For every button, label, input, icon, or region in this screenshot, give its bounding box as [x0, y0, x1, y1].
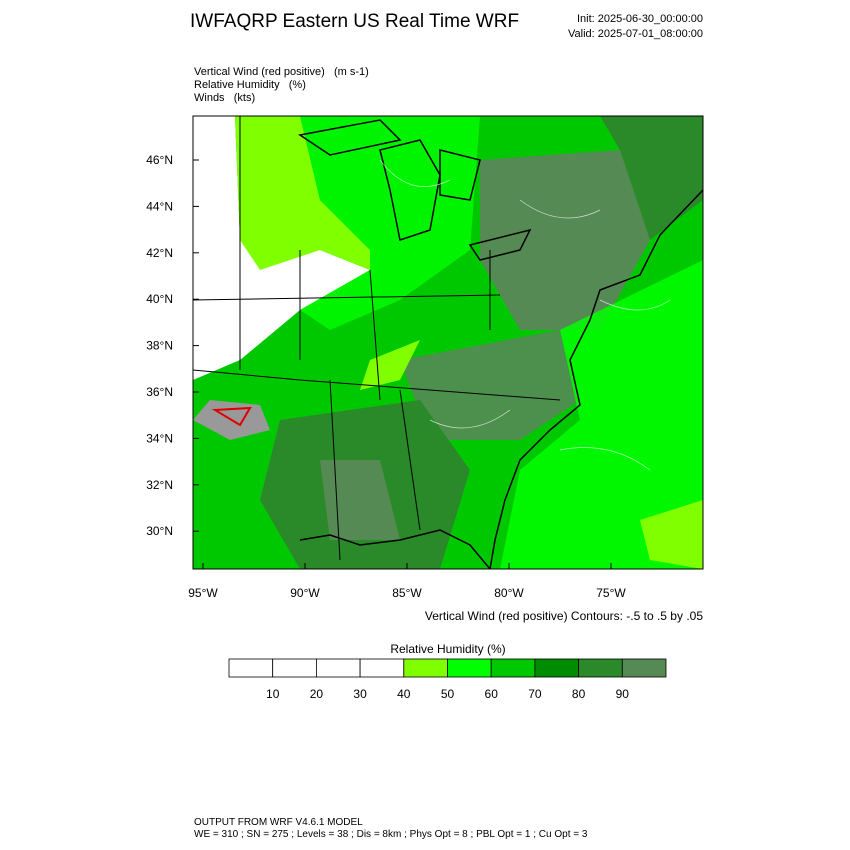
contour-note: Vertical Wind (red positive) Contours: -…: [425, 609, 703, 623]
colorbar-label: 80: [572, 687, 586, 701]
lon-label: 85°W: [392, 586, 422, 600]
colorbar-label: 30: [353, 687, 367, 701]
colorbar-title: Relative Humidity (%): [390, 642, 505, 656]
colorbar-box: [578, 658, 623, 678]
footer: WE = 310 ; SN = 275 ; Levels = 38 ; Dis …: [194, 829, 588, 840]
field-label: Vertical Wind (red positive) (m s-1): [194, 66, 369, 78]
colorbar-box: [490, 658, 536, 678]
lon-label: 75°W: [596, 586, 626, 600]
field-label: Relative Humidity (%): [194, 79, 306, 91]
lon-label: 95°W: [188, 586, 218, 600]
lat-label: 36°N: [146, 385, 173, 399]
colorbar-label: 70: [528, 687, 542, 701]
field-label: Winds (kts): [194, 92, 255, 104]
colorbar-label: 10: [266, 687, 280, 701]
map: [192, 115, 704, 570]
footer: OUTPUT FROM WRF V4.6.1 MODEL: [194, 817, 363, 828]
lat-label: 46°N: [146, 153, 173, 167]
lat-label: 38°N: [146, 339, 173, 353]
init-time: Init: 2025-06-30_00:00:00: [577, 13, 703, 25]
colorbar-box: [359, 658, 405, 678]
lat-label: 44°N: [146, 199, 173, 213]
colorbar-label: 50: [441, 687, 455, 701]
lat-label: 32°N: [146, 478, 173, 492]
colorbar-box: [403, 658, 448, 678]
valid-time: Valid: 2025-07-01_08:00:00: [568, 28, 703, 40]
colorbar-box: [534, 658, 580, 678]
colorbar-label: 60: [485, 687, 499, 701]
lat-label: 40°N: [146, 292, 173, 306]
lat-label: 34°N: [146, 431, 173, 445]
colorbar-box: [272, 658, 317, 678]
lon-label: 90°W: [290, 586, 320, 600]
colorbar-label: 90: [616, 687, 630, 701]
title: IWFAQRP Eastern US Real Time WRF: [190, 11, 519, 32]
colorbar-label: 20: [310, 687, 324, 701]
colorbar-box: [621, 658, 667, 678]
colorbar-label: 40: [397, 687, 411, 701]
colorbar-box: [447, 658, 492, 678]
colorbar-box: [315, 658, 361, 678]
lon-label: 80°W: [494, 586, 524, 600]
lat-label: 30°N: [146, 524, 173, 538]
colorbar-box: [228, 658, 274, 678]
lat-label: 42°N: [146, 246, 173, 260]
